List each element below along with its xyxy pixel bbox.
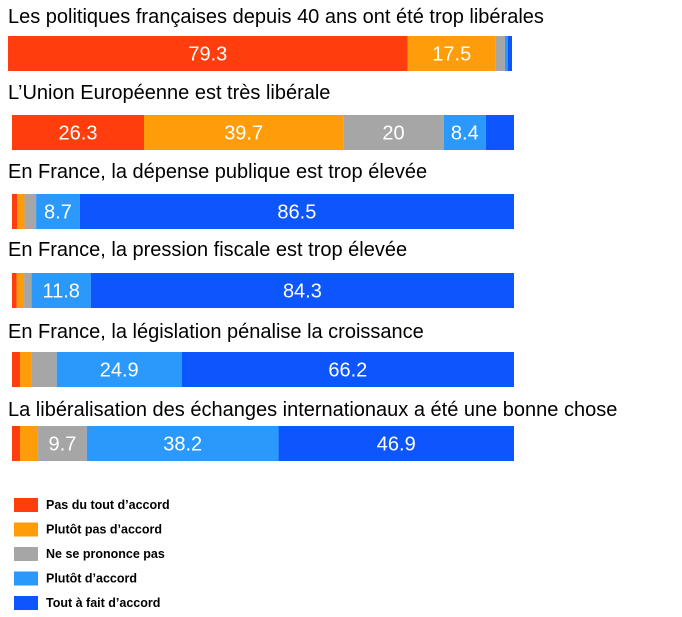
data-label: 39.7 — [224, 123, 263, 145]
bar-segment-tout-a-fait-d-accord — [181, 352, 514, 387]
data-label: 79.3 — [188, 44, 227, 66]
legend-label: Pas du tout d’accord — [46, 498, 170, 512]
bar-row-5: En France, la législation pénalise la cr… — [8, 321, 514, 387]
legend-label: Ne se prononce pas — [46, 547, 165, 561]
data-label: 8.7 — [44, 202, 72, 224]
bar-segment-tout-a-fait-d-accord — [507, 36, 512, 71]
bar-segment-pas-du-tout-d-accord — [8, 36, 408, 71]
bar-segment-tout-a-fait-d-accord — [278, 426, 514, 461]
bar-segment-ne-se-prononce-pas — [24, 194, 37, 229]
legend-label: Tout à fait d’accord — [46, 596, 160, 610]
bar-segment-ne-se-prononce-pas — [38, 426, 87, 461]
bar-segment-ne-se-prononce-pas — [24, 273, 32, 308]
bar-row-6: La libéralisation des échanges internati… — [8, 399, 617, 461]
data-label: 11.8 — [42, 281, 79, 303]
data-label: 38.2 — [163, 434, 202, 456]
question-label-4: En France, la pression fiscale est trop … — [8, 239, 407, 261]
legend-item-pas-du-tout-d-accord: Pas du tout d’accord — [14, 498, 170, 512]
legend-swatch — [14, 522, 38, 537]
bar-segment-tout-a-fait-d-accord — [90, 273, 514, 308]
bar-segment-plutot-d-accord — [443, 115, 486, 150]
bar-segment-plutot-d-accord — [31, 273, 91, 308]
bar-segment-tout-a-fait-d-accord — [79, 194, 515, 229]
bar-segment-ne-se-prononce-pas — [495, 36, 505, 71]
bar-segment-plutot-d-accord — [504, 36, 508, 71]
legend-swatch — [14, 571, 38, 586]
bar-row-2: L’Union Européenne est très libérale 26.3… — [8, 82, 514, 150]
bar-segment-plutot-d-accord — [56, 352, 182, 387]
bar-segment-pas-du-tout-d-accord — [12, 352, 21, 387]
data-label: 24.9 — [100, 360, 139, 382]
bar-segment-pas-du-tout-d-accord — [12, 115, 145, 150]
data-label: 20 — [382, 123, 404, 145]
bar-row-1: Les politiques françaises depuis 40 ans … — [8, 6, 544, 71]
bar-segment-ne-se-prononce-pas — [343, 115, 444, 150]
legend-label: Plutôt pas d’accord — [46, 523, 162, 537]
data-label: 17.5 — [432, 44, 471, 66]
data-label: 66.2 — [328, 360, 367, 382]
bar-segment-plutot-pas-d-accord — [144, 115, 344, 150]
data-label: 8.4 — [451, 123, 479, 145]
bar-segment-plutot-pas-d-accord — [20, 426, 39, 461]
bar-row-4: En France, la pression fiscale est trop … — [8, 239, 514, 308]
bar-segment-plutot-pas-d-accord — [407, 36, 496, 71]
question-label-1: Les politiques françaises depuis 40 ans … — [8, 6, 544, 28]
data-label: 26.3 — [59, 123, 98, 145]
bar-segment-ne-se-prononce-pas — [31, 352, 57, 387]
bar-segment-pas-du-tout-d-accord — [12, 194, 18, 229]
question-label-5: En France, la législation pénalise la cr… — [8, 321, 424, 343]
legend-swatch — [14, 498, 38, 512]
question-label-2: L’Union Européenne est très libérale — [8, 82, 330, 104]
legend: Pas du tout d’accord Plutôt pas d’accord N… — [14, 498, 170, 610]
bar-segment-plutot-pas-d-accord — [20, 352, 32, 387]
bar-row-3: En France, la dépense publique est trop … — [8, 161, 515, 229]
legend-item-plutot-pas-d-accord: Plutôt pas d’accord — [14, 522, 162, 537]
legend-swatch — [14, 596, 38, 610]
question-label-3: En France, la dépense publique est trop … — [8, 161, 427, 183]
legend-item-ne-se-prononce-pas: Ne se prononce pas — [14, 547, 165, 561]
bar-segment-pas-du-tout-d-accord — [12, 426, 21, 461]
question-label-6: La libéralisation des échanges internati… — [8, 399, 617, 421]
legend-item-plutot-d-accord: Plutôt d’accord — [14, 571, 137, 586]
data-label: 84.3 — [283, 281, 322, 303]
bar-segment-plutot-pas-d-accord — [17, 194, 25, 229]
bar-segment-plutot-d-accord — [36, 194, 80, 229]
legend-item-tout-a-fait-d-accord: Tout à fait d’accord — [14, 596, 160, 610]
data-label: 9.7 — [49, 434, 77, 456]
data-label: 86.5 — [277, 202, 316, 224]
bar-segment-plutot-pas-d-accord — [16, 273, 25, 308]
legend-label: Plutôt d’accord — [46, 572, 137, 586]
bar-segment-pas-du-tout-d-accord — [12, 273, 17, 308]
legend-swatch — [14, 547, 38, 561]
bar-segment-plutot-d-accord — [86, 426, 279, 461]
bar-segment-tout-a-fait-d-accord — [485, 115, 514, 150]
data-label: 46.9 — [377, 434, 416, 456]
